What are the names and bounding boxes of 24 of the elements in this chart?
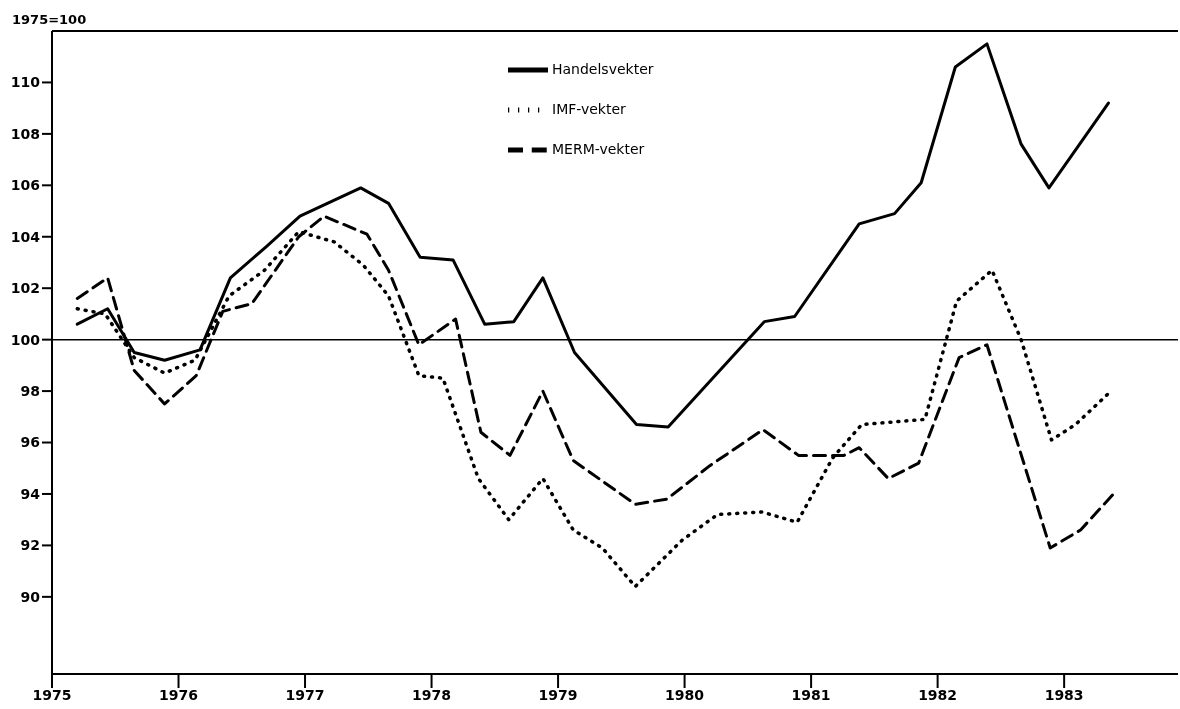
y-tick-label: 110 xyxy=(10,74,41,91)
y-axis-title: 1975=100 xyxy=(12,12,87,27)
x-tick-label: 1979 xyxy=(538,686,578,703)
y-tick-label: 108 xyxy=(10,125,40,142)
legend-label: IMF-vekter xyxy=(552,101,626,117)
y-tick-label: 102 xyxy=(10,280,40,297)
x-tick-label: 1978 xyxy=(412,686,452,703)
x-tick-label: 1982 xyxy=(918,686,958,703)
x-tick-label: 1976 xyxy=(159,686,198,703)
y-tick-label: 96 xyxy=(20,434,40,451)
y-tick-label: 106 xyxy=(10,177,40,194)
y-tick-label: 90 xyxy=(20,588,41,605)
x-tick-label: 1980 xyxy=(665,686,705,703)
x-tick-label: 1977 xyxy=(285,686,325,703)
x-tick-label: 1981 xyxy=(791,686,831,703)
y-tick-label: 100 xyxy=(10,331,41,348)
y-tick-label: 98 xyxy=(20,383,40,400)
x-tick-label: 1975 xyxy=(32,686,72,703)
x-tick-label: 1983 xyxy=(1044,686,1084,703)
y-tick-label: 92 xyxy=(20,537,40,554)
legend-label: MERM-vekter xyxy=(552,141,645,157)
y-tick-label: 104 xyxy=(10,228,41,245)
y-tick-label: 94 xyxy=(20,485,41,502)
legend-label: Handelsvekter xyxy=(552,61,654,77)
